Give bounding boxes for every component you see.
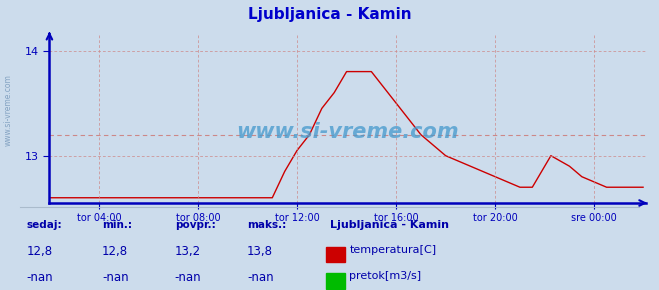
Text: maks.:: maks.: <box>247 220 287 230</box>
Text: www.si-vreme.com: www.si-vreme.com <box>3 74 13 146</box>
Text: www.si-vreme.com: www.si-vreme.com <box>237 122 459 142</box>
Text: temperatura[C]: temperatura[C] <box>349 245 436 255</box>
Text: Ljubljanica - Kamin: Ljubljanica - Kamin <box>330 220 449 230</box>
Text: -nan: -nan <box>26 271 53 284</box>
Text: povpr.:: povpr.: <box>175 220 215 230</box>
Text: sedaj:: sedaj: <box>26 220 62 230</box>
Text: -nan: -nan <box>247 271 273 284</box>
Text: 12,8: 12,8 <box>102 245 129 258</box>
Text: 12,8: 12,8 <box>26 245 53 258</box>
Text: 13,8: 13,8 <box>247 245 273 258</box>
Text: -nan: -nan <box>175 271 201 284</box>
Text: Ljubljanica - Kamin: Ljubljanica - Kamin <box>248 7 411 22</box>
Text: -nan: -nan <box>102 271 129 284</box>
Text: pretok[m3/s]: pretok[m3/s] <box>349 271 421 281</box>
Text: min.:: min.: <box>102 220 132 230</box>
Text: 13,2: 13,2 <box>175 245 201 258</box>
